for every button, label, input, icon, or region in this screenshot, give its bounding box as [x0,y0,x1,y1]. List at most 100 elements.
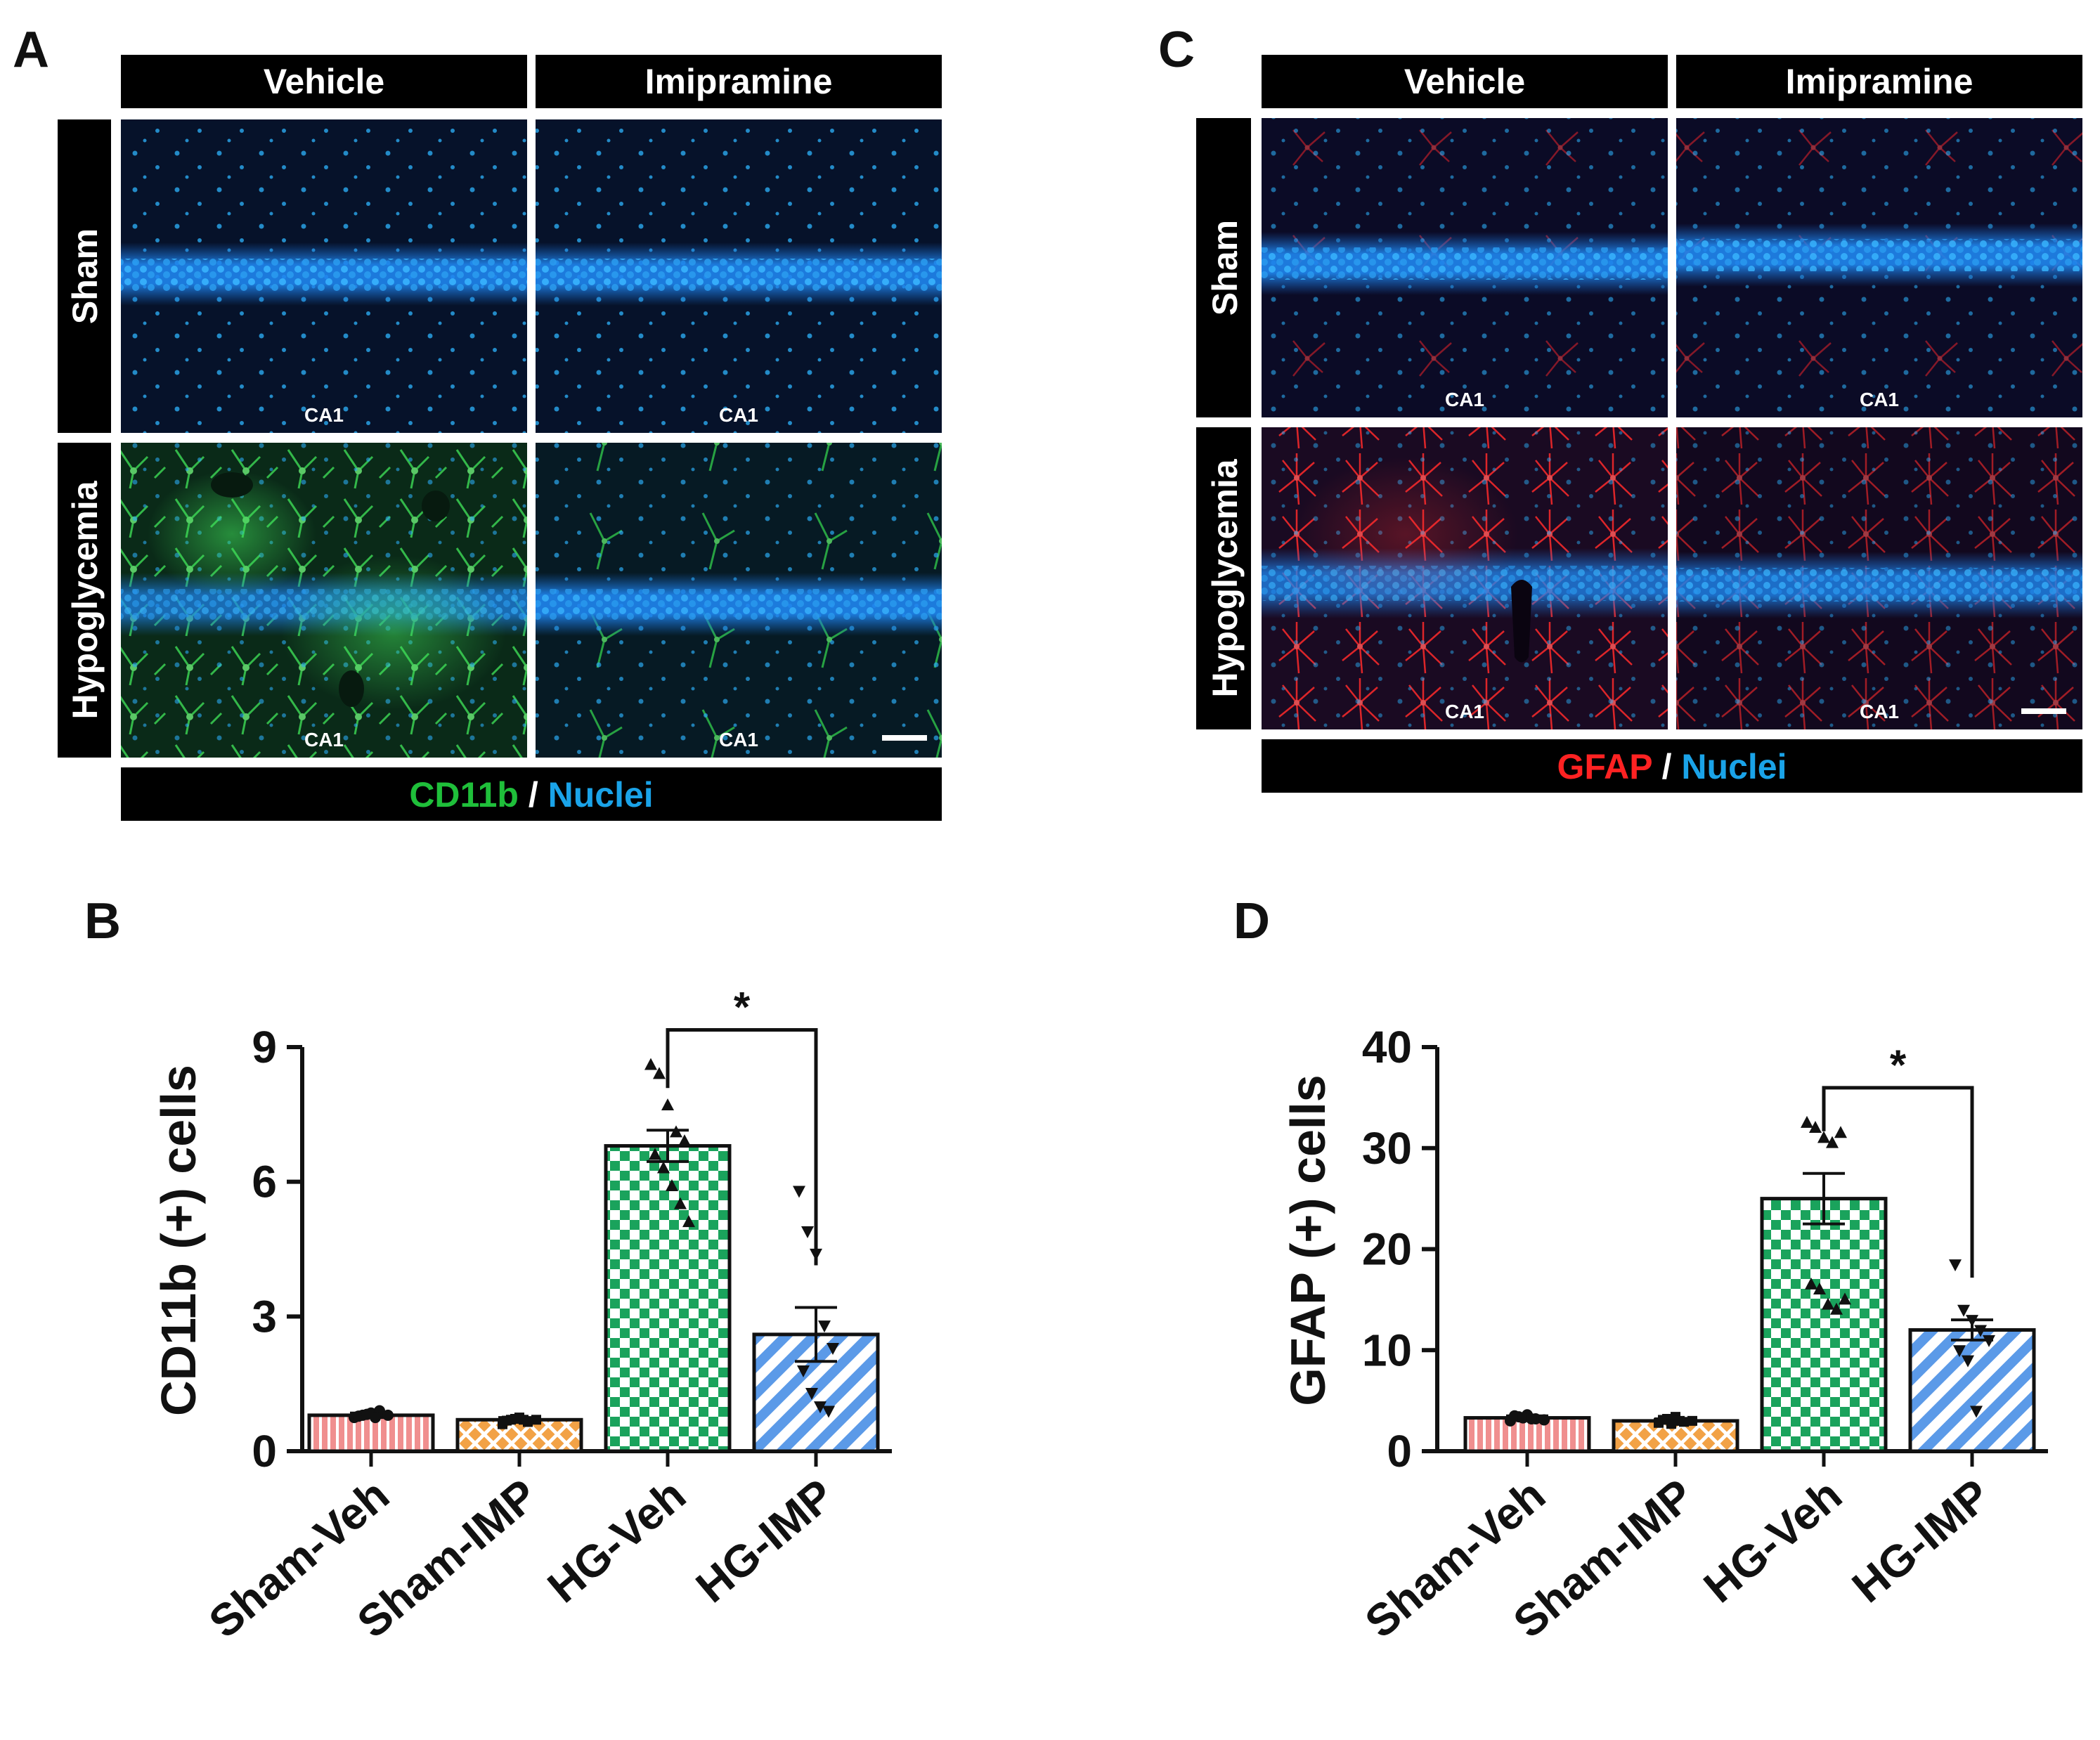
column-header-vehicle-box [1262,55,1668,108]
legend-marker-cd11b: CD11b [409,775,519,814]
data-point [649,1148,661,1160]
data-point [1974,1325,1987,1337]
y-tick-label: 10 [1362,1325,1412,1375]
data-point [1687,1415,1697,1426]
row-header-hypoglycemia: Hypoglycemia [65,480,105,719]
data-point [1517,1412,1529,1424]
data-point [1809,1121,1822,1133]
data-point [1801,1115,1813,1128]
data-point [519,1415,529,1425]
data-point [657,1161,670,1174]
micrograph-a-hypoglycemia-vehicle: CA1 [121,443,527,758]
column-header-vehicle-box [121,55,527,108]
micrograph-c-hypoglycemia-vehicle: CA1 [1262,427,1668,729]
data-point [1658,1415,1668,1425]
y-tick-label: 6 [252,1157,277,1207]
data-point [1949,1259,1962,1272]
data-point [805,1387,818,1400]
data-point [1826,1136,1839,1148]
data-point [653,1067,666,1079]
legend-separator: / [519,775,548,814]
micrograph-c-sham-vehicle: CA1 [1262,118,1668,417]
y-tick-label: 20 [1362,1224,1412,1275]
data-point [1966,1315,1978,1327]
scale-bar [2021,708,2066,714]
region-label-ca1: CA1 [719,404,758,426]
data-point [801,1226,814,1238]
scale-bar [882,735,927,741]
region-label-ca1: CA1 [1860,389,1899,410]
bar-sham-imp [455,1417,583,1453]
category-label: HG-IMP [1843,1469,1999,1613]
data-point [1666,1419,1676,1429]
data-point [1957,1304,1970,1317]
bar-sham-veh [1463,1416,1591,1453]
significance-bracket [666,1028,818,1266]
y-tick-label: 40 [1362,1022,1412,1072]
row-header-sham: Sham [65,228,105,324]
y-tick-label: 0 [1387,1426,1412,1476]
data-point [682,1215,695,1228]
data-point [822,1405,835,1418]
category-label: HG-Veh [538,1469,695,1613]
column-header-imipramine-box [1676,55,2082,108]
y-axis-label: GFAP (+) cells [1281,1074,1335,1405]
bar-hg-veh [604,1144,732,1453]
data-point [1822,1297,1834,1310]
data-point [1805,1277,1817,1290]
region-label-ca1: CA1 [719,729,758,751]
data-point [353,1410,364,1422]
category-label: HG-IMP [687,1469,843,1613]
data-point [666,1179,678,1192]
column-header-vehicle: Vehicle [1404,62,1525,101]
data-point [674,1197,687,1209]
column-header-imipramine: Imipramine [645,62,833,101]
legend-nuclei: Nuclei [1681,747,1787,786]
panel-c-letter: C [1158,22,1195,78]
data-point [382,1409,394,1421]
data-point [510,1414,520,1424]
bar-hg-veh [1760,1197,1888,1453]
data-point [793,1186,805,1198]
data-point [1509,1410,1520,1422]
data-point [678,1134,691,1147]
data-point [1830,1302,1843,1315]
data-point [361,1408,372,1420]
row-header-hypoglycemia-box [58,443,111,758]
y-tick-label: 9 [252,1022,277,1072]
data-point [502,1415,512,1426]
data-point [1962,1355,1974,1368]
data-point [531,1415,541,1425]
bar-hg-imp [1908,1328,2036,1453]
stain-legend-c-box [1262,739,2082,793]
legend-nuclei: Nuclei [548,775,654,814]
data-point [1834,1126,1847,1138]
region-label-ca1: CA1 [304,404,344,426]
panel-a: A Vehicle Imipramine Sham Hypoglycemia C… [13,22,942,821]
stain-legend-a-box [121,767,942,821]
panel-c: C Vehicle Imipramine Sham Hypoglycemia C… [1158,22,2082,793]
micrograph-a-sham-vehicle: CA1 [121,119,527,433]
row-header-sham-box [58,119,111,433]
panel-a-letter: A [13,22,49,78]
column-header-imipramine-box [536,55,942,108]
data-point [1817,1131,1830,1143]
panel-b-letter: B [84,893,121,949]
data-point [1538,1414,1550,1426]
category-label: HG-Veh [1694,1469,1851,1613]
data-point [370,1412,381,1424]
stain-legend-a: CD11b / Nuclei [409,775,653,814]
significance-bracket [1822,1086,1974,1278]
data-point [1675,1415,1685,1426]
significance-label: * [734,984,751,1031]
data-point [827,1343,839,1356]
data-point [797,1365,810,1377]
data-point [670,1125,682,1138]
row-header-hypoglycemia: Hypoglycemia [1205,458,1245,697]
region-label-ca1: CA1 [1860,701,1899,722]
data-point [814,1401,827,1414]
data-point [818,1320,831,1333]
column-header-imipramine: Imipramine [1786,62,1973,101]
